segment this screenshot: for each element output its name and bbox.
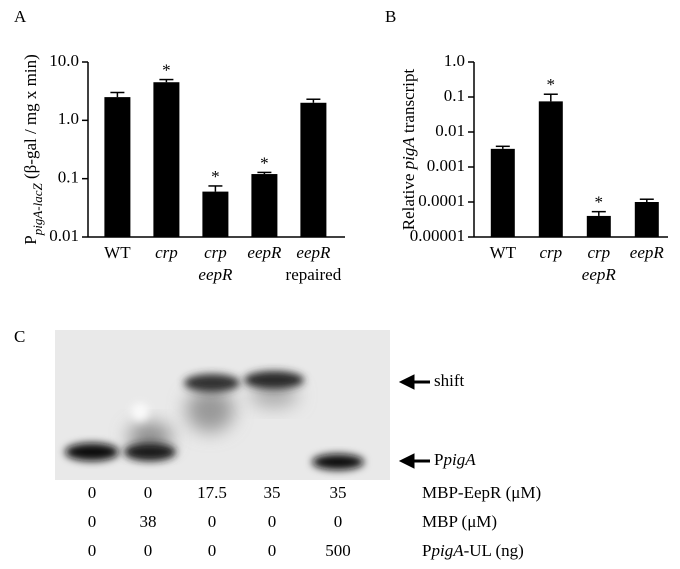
gel-cell: 0 (144, 483, 153, 502)
bar (202, 191, 229, 237)
bar (586, 215, 611, 237)
text-part: pigA (399, 137, 418, 171)
y-tick-label: 10.0 (49, 51, 79, 70)
gel-cell: 0 (268, 541, 277, 560)
error-bar (543, 93, 558, 102)
gel-cell: 35 (264, 483, 281, 502)
y-axis-label: PpigA-lacZ (β-gal / mg x min) (21, 54, 46, 245)
y-tick-label: 1.0 (444, 51, 465, 70)
text-part: pigA-lacZ (30, 183, 45, 237)
band-label: PpigA (434, 450, 476, 469)
gel-cell: 17.5 (197, 483, 227, 502)
y-tick-label: 0.01 (435, 121, 465, 140)
error-bar (159, 78, 174, 83)
gel-cell: 0 (334, 512, 343, 531)
bar (300, 102, 327, 237)
gel-cell: 0 (88, 512, 97, 531)
bar (104, 97, 131, 237)
error-bar (639, 198, 654, 202)
gel-cell: 0 (268, 512, 277, 531)
text-part: -UL (ng) (464, 541, 524, 560)
error-bar (208, 185, 223, 192)
panel-label: B (385, 7, 396, 26)
row-label: MBP (μM) (422, 512, 497, 531)
text-part: P (422, 541, 431, 560)
annotation: * (595, 193, 604, 212)
x-tick-label: WT (490, 243, 517, 262)
bar (538, 101, 563, 237)
x-tick-label: crp (155, 243, 178, 262)
y-tick-label: 0.1 (444, 86, 465, 105)
text-part: P (434, 450, 443, 469)
text-part: (β-gal / mg x min) (21, 54, 40, 183)
y-tick-label: 1.0 (58, 109, 79, 128)
x-tick-label: eepR (296, 243, 331, 262)
text-part: MBP (μM) (422, 512, 497, 531)
x-tick-label: eepR (198, 265, 233, 284)
gel-cell: 0 (208, 512, 217, 531)
error-bar (591, 210, 606, 216)
error-bar (110, 91, 125, 98)
x-tick-label: eepR (582, 265, 617, 284)
text-part: pigA (430, 541, 464, 560)
gel-cell: 35 (330, 483, 347, 502)
bar (251, 174, 278, 237)
bar (634, 202, 659, 237)
error-bar (257, 171, 272, 175)
x-tick-label: crp (204, 243, 227, 262)
error-bar (495, 145, 510, 149)
arrows (398, 374, 430, 469)
x-tick-label: crp (539, 243, 562, 262)
bar (490, 148, 515, 237)
gel-cell: 38 (140, 512, 157, 531)
y-tick-label: 0.001 (427, 156, 465, 175)
gel-cell: 0 (144, 541, 153, 560)
bar (153, 82, 180, 237)
text-part: transcript (399, 68, 418, 137)
x-tick-label: repaired (286, 265, 342, 284)
text-part: shift (434, 371, 465, 390)
y-tick-label: 0.00001 (410, 226, 465, 245)
panel-label: A (14, 7, 27, 26)
annotation: * (260, 153, 269, 172)
x-tick-label: WT (104, 243, 131, 262)
y-tick-label: 0.0001 (418, 191, 465, 210)
gel-cell: 0 (88, 541, 97, 560)
gel-cell: 500 (325, 541, 351, 560)
row-label: MBP-EepR (μM) (422, 483, 541, 502)
gel-cell: 0 (208, 541, 217, 560)
text-part: P (21, 235, 40, 244)
gel-bands (65, 371, 364, 470)
x-tick-label: eepR (247, 243, 282, 262)
annotation: * (211, 167, 220, 186)
y-tick-label: 0.1 (58, 168, 79, 187)
gel-cell: 0 (88, 483, 97, 502)
y-axis-label: Relative pigA transcript (399, 68, 418, 230)
annotation: * (547, 75, 556, 94)
text-part: MBP-EepR (μM) (422, 483, 541, 502)
text-part: Relative (399, 169, 418, 230)
x-tick-label: crp (587, 243, 610, 262)
error-bar (306, 98, 321, 103)
row-label: PpigA-UL (ng) (422, 541, 524, 560)
y-tick-label: 0.01 (49, 226, 79, 245)
text-part: pigA (442, 450, 476, 469)
annotation: * (162, 60, 171, 79)
x-tick-label: eepR (630, 243, 665, 262)
panel-label: C (14, 327, 25, 346)
band-label: shift (434, 371, 465, 390)
